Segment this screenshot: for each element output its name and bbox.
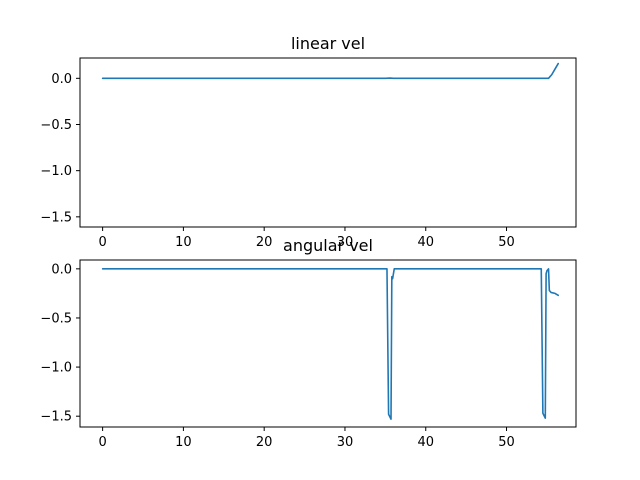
- x-tick-label: 50: [498, 235, 515, 250]
- linear-vel-panel: linear vel 0 10 20 30 40 50 0.0 −0.5 −1.0 −1.5: [40, 34, 577, 250]
- plot-frame: [79, 57, 577, 228]
- y-tick-label: −1.0: [40, 361, 72, 376]
- x-tick-label: 40: [417, 435, 434, 450]
- y-tick-label: 0.0: [51, 262, 72, 277]
- y-tick-label: 0.0: [51, 72, 72, 87]
- x-tick-label: 50: [498, 435, 515, 450]
- chart-title: angular vel: [283, 236, 373, 255]
- axis-ticks: 0 10 20 30 40 50 0.0 −0.5 −1.0 −1.5: [40, 262, 514, 450]
- x-tick-label: 0: [98, 435, 106, 450]
- x-tick-label: 0: [98, 235, 106, 250]
- x-tick-label: 40: [417, 235, 434, 250]
- x-tick-label: 10: [175, 435, 192, 450]
- series-group: [101, 268, 560, 420]
- axis-ticks: 0 10 20 30 40 50 0.0 −0.5 −1.0 −1.5: [40, 72, 514, 250]
- x-tick-label: 30: [337, 235, 354, 250]
- x-tick-label: 20: [256, 435, 273, 450]
- x-tick-label: 10: [175, 235, 192, 250]
- y-tick-label: −1.5: [40, 410, 72, 425]
- y-tick-label: −1.5: [40, 210, 72, 225]
- series-line: [101, 62, 560, 80]
- x-tick-label: 30: [337, 435, 354, 450]
- series-line: [101, 268, 560, 420]
- y-tick-label: −0.5: [40, 311, 72, 326]
- angular-vel-panel: angular vel 0 10 20 30 40 50 0.0 −0.5 −1.0 −1.5: [40, 236, 577, 450]
- x-tick-label: 20: [256, 235, 273, 250]
- series-group: [101, 62, 560, 80]
- y-tick-label: −0.5: [40, 118, 72, 133]
- y-tick-label: −1.0: [40, 164, 72, 179]
- chart-title: linear vel: [291, 34, 365, 53]
- plot-frame: [79, 259, 577, 428]
